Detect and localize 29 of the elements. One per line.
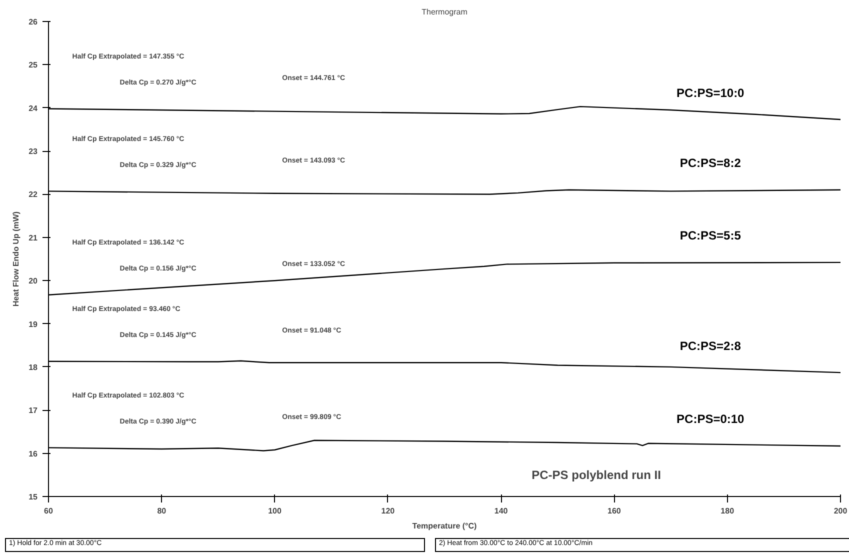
- x-tick-label: 100: [268, 506, 282, 516]
- y-tick-label: 18: [28, 362, 38, 372]
- y-tick-label: 22: [28, 190, 38, 200]
- x-tick-label: 160: [608, 506, 622, 516]
- y-tick-label: 21: [28, 233, 38, 242]
- y-tick-label: 17: [28, 406, 38, 416]
- y-tick-label: 20: [28, 276, 38, 286]
- series-label: PC:PS=8:2: [680, 156, 742, 170]
- y-tick-label: 25: [28, 60, 38, 70]
- y-tick-label: 15: [28, 492, 38, 502]
- x-tick-label: 180: [720, 506, 735, 516]
- series-label: PC:PS=5:5: [680, 228, 742, 243]
- y-tick-label: 24: [28, 104, 38, 113]
- x-axis-title: Temperature (°C): [412, 522, 478, 530]
- y-tick-label: 23: [28, 147, 38, 156]
- x-tick-label: 140: [494, 506, 508, 516]
- annotation: PC-PS polyblend run II: [532, 468, 661, 482]
- series-label: PC:PS=10:0: [676, 86, 745, 100]
- series-label: PC:PS=0:10: [676, 412, 745, 426]
- y-axis-title: Heat Flow Endo Up (mW): [12, 211, 21, 307]
- y-tick-label: 19: [28, 320, 38, 329]
- x-tick-label: 60: [44, 506, 54, 516]
- series-label: PC:PS=2:8: [680, 338, 742, 353]
- x-tick-label: 80: [157, 506, 167, 516]
- chart-title: Thermogram: [422, 8, 468, 16]
- y-tick-label: 26: [28, 18, 38, 26]
- x-tick-label: 200: [834, 506, 848, 516]
- y-tick-label: 16: [28, 449, 38, 458]
- x-tick-label: 120: [381, 506, 396, 516]
